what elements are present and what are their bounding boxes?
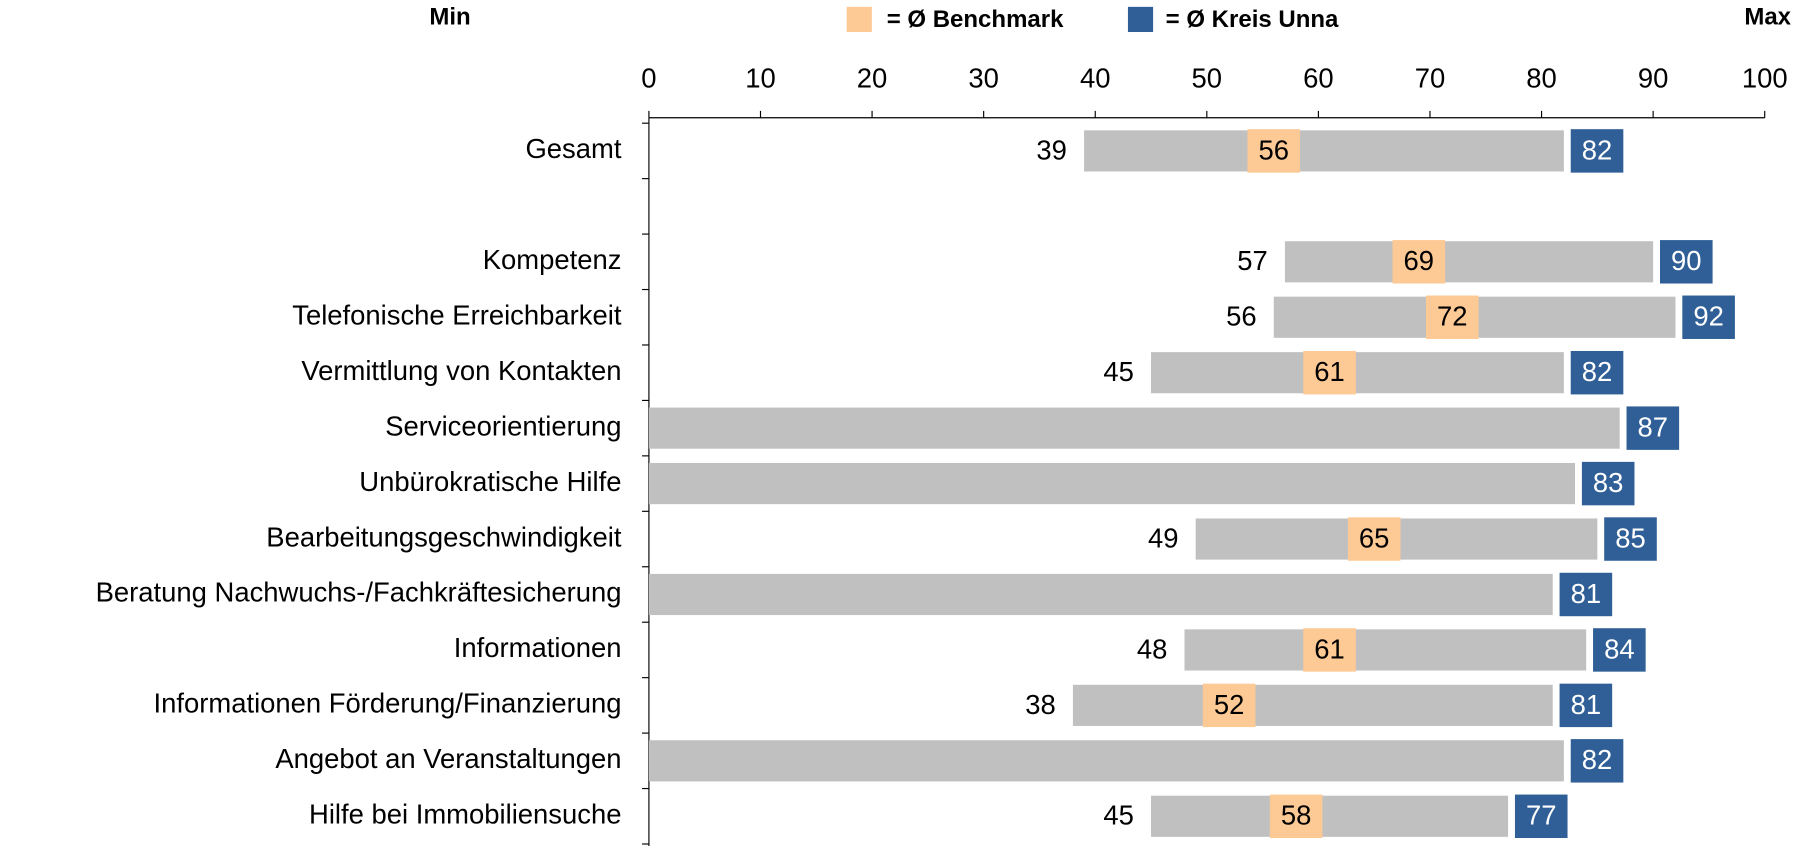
max-label: 90	[1671, 245, 1702, 276]
max-label: 81	[1571, 578, 1602, 609]
min-label: 45	[1103, 356, 1134, 387]
benchmark-marker	[1303, 350, 1356, 395]
category-label: Bearbeitungsgeschwindigkeit	[266, 521, 622, 552]
max-marker	[1682, 295, 1735, 339]
benchmark-label: 72	[1437, 301, 1468, 332]
max-label: 87	[1638, 412, 1669, 443]
range-bar	[1184, 629, 1587, 671]
range-bar	[1072, 684, 1553, 726]
x-tick-label: 50	[1192, 62, 1223, 93]
legend-label: = Ø Kreis Unna	[1166, 6, 1339, 33]
max-label: 84	[1604, 633, 1635, 664]
x-tick-label: 40	[1080, 62, 1111, 93]
category-label: Hilfe bei Immobiliensuche	[309, 799, 621, 830]
max-marker	[1593, 628, 1646, 672]
category-label: Serviceorientierung	[385, 410, 621, 441]
range-bar	[1084, 130, 1564, 172]
category-label: Beratung Nachwuchs-/Fachkräftesicherung	[96, 577, 622, 608]
max-marker	[1570, 739, 1624, 783]
min-label: 57	[1237, 245, 1268, 276]
benchmark-label: 61	[1314, 633, 1345, 664]
max-marker	[1626, 406, 1680, 450]
benchmark-label: 65	[1359, 522, 1390, 553]
benchmark-label: 58	[1281, 800, 1312, 831]
x-tick-label: 10	[745, 62, 776, 93]
max-marker	[1559, 683, 1613, 728]
max-marker	[1570, 350, 1624, 395]
benchmark-label: 56	[1259, 134, 1290, 165]
max-label: 82	[1582, 134, 1613, 165]
max-label: 82	[1582, 744, 1613, 775]
max-marker	[1604, 517, 1657, 561]
min-label: 56	[1226, 301, 1257, 332]
category-label: Angebot an Veranstaltungen	[275, 743, 621, 774]
min-label: 45	[1103, 800, 1134, 831]
category-label: Informationen Förderung/Finanzierung	[154, 688, 622, 719]
x-tick-label: 90	[1638, 62, 1669, 93]
min-header: Min	[429, 4, 470, 31]
x-tick-label: 20	[857, 62, 888, 93]
benchmark-label: 69	[1404, 245, 1435, 276]
max-marker	[1581, 461, 1635, 506]
category-label: Unbürokratische Hilfe	[359, 466, 621, 497]
min-label: 49	[1148, 522, 1179, 553]
max-label: 82	[1582, 356, 1613, 387]
range-bar	[1284, 241, 1654, 283]
max-marker	[1514, 794, 1568, 838]
category-label: Telefonische Erreichbarkeit	[292, 300, 622, 331]
benchmark-label: 52	[1214, 689, 1245, 720]
legend-swatch	[1127, 6, 1154, 33]
min-label: 39	[1036, 134, 1067, 165]
category-label: Vermittlung von Kontakten	[301, 355, 621, 386]
x-tick-label: 60	[1303, 62, 1334, 93]
benchmark-marker	[1426, 295, 1479, 339]
legend-label: = Ø Benchmark	[887, 6, 1064, 33]
max-marker	[1570, 129, 1624, 173]
category-label: Kompetenz	[483, 244, 622, 275]
x-tick-label: 100	[1742, 62, 1788, 93]
range-bar	[648, 463, 1576, 505]
max-header: Max	[1744, 4, 1791, 31]
min-label: 48	[1137, 633, 1168, 664]
benchmark-marker	[1303, 628, 1356, 672]
max-marker	[1559, 572, 1613, 617]
x-tick-label: 80	[1526, 62, 1557, 93]
x-tick-label: 70	[1415, 62, 1446, 93]
legend-swatch	[846, 6, 872, 33]
max-label: 77	[1526, 800, 1557, 831]
max-label: 81	[1571, 689, 1602, 720]
benchmark-marker	[1269, 794, 1323, 838]
range-bar	[648, 573, 1553, 616]
benchmark-label: 61	[1314, 356, 1345, 387]
max-label: 85	[1615, 522, 1646, 553]
x-tick-label: 0	[641, 62, 656, 93]
x-tick-label: 30	[968, 62, 999, 93]
range-bar	[648, 407, 1620, 449]
range-bar	[648, 740, 1564, 782]
benchmark-marker	[1347, 517, 1401, 561]
benchmark-marker	[1392, 240, 1446, 284]
max-label: 92	[1693, 301, 1724, 332]
category-label: Informationen	[454, 632, 622, 663]
range-bar	[1151, 352, 1564, 394]
min-label: 38	[1025, 689, 1056, 720]
benchmark-marker	[1247, 129, 1301, 173]
max-marker	[1660, 240, 1713, 284]
benchmark-marker	[1202, 683, 1256, 728]
category-label: Gesamt	[525, 133, 621, 164]
max-label: 83	[1593, 467, 1624, 498]
range-bar	[1151, 795, 1509, 837]
